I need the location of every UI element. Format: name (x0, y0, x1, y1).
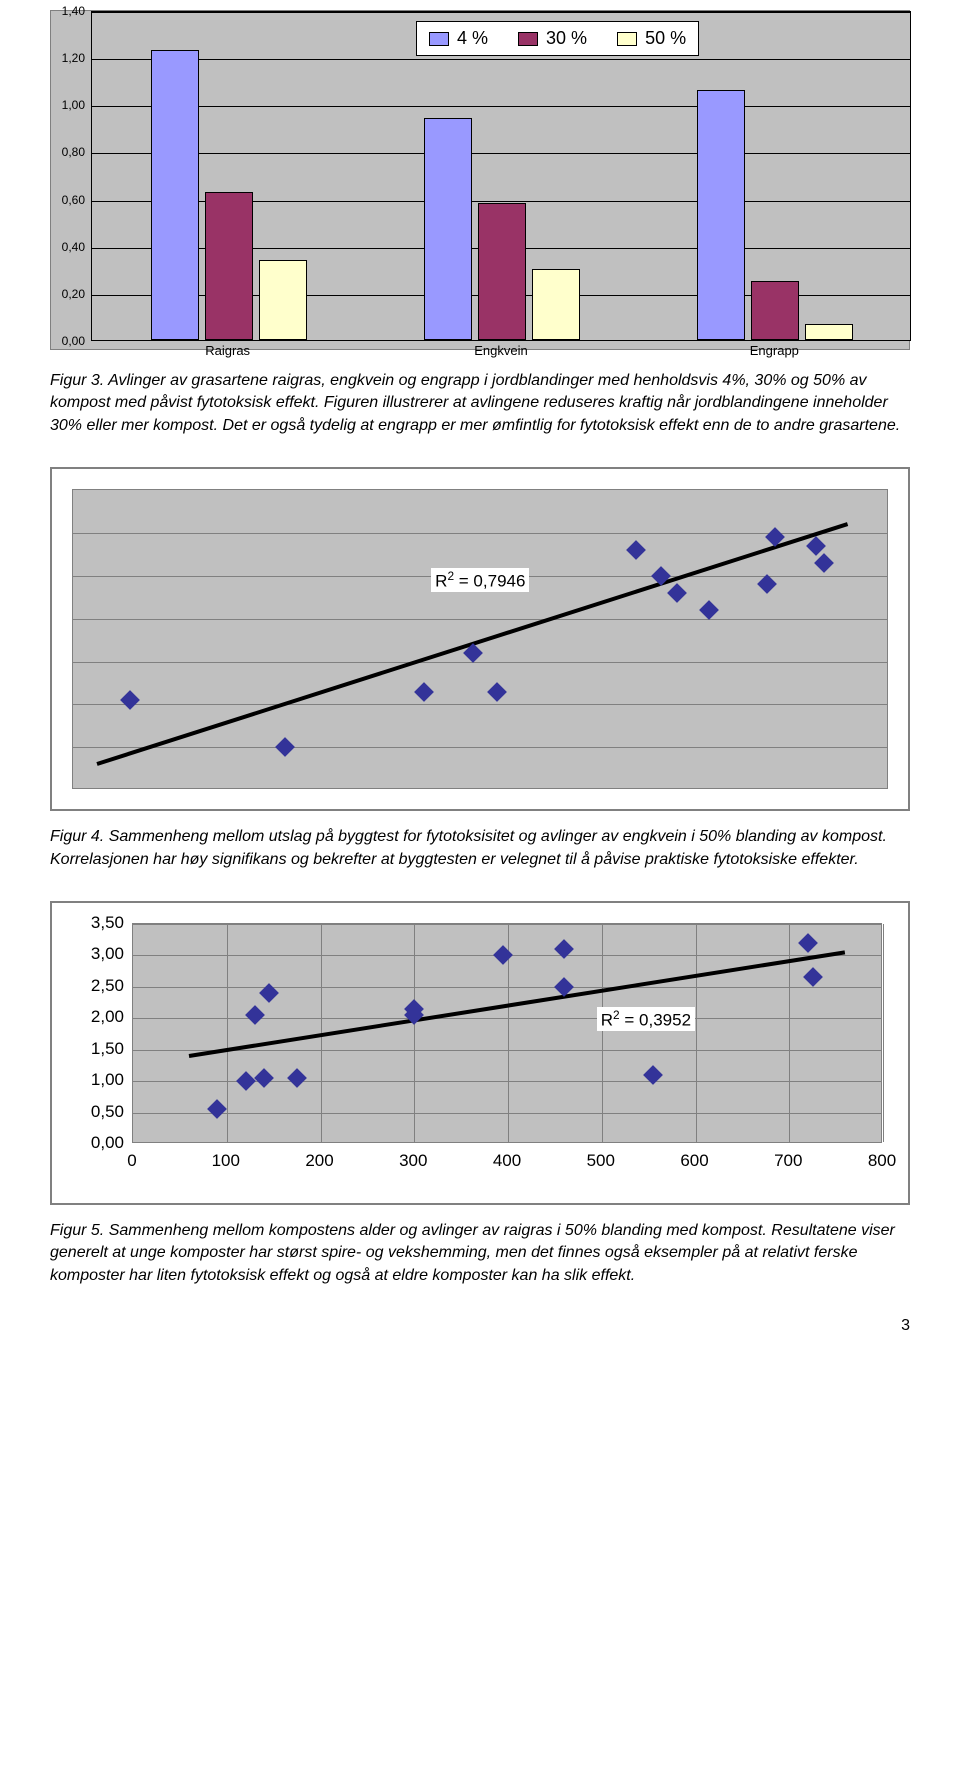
bar-xlabel: Raigras (150, 343, 306, 358)
bar-ytick: 0,60 (51, 193, 91, 207)
bar-chart-legend: 4 % 30 % 50 % (416, 21, 699, 56)
scatter-ytick: 2,00 (72, 1007, 124, 1027)
scatter-xtick: 300 (399, 1151, 427, 1171)
scatter-point (287, 1068, 307, 1088)
scatter-ytick: 1,50 (72, 1039, 124, 1059)
caption-figur-3: Figur 3. Avlinger av grasartene raigras,… (50, 370, 910, 437)
caption-figur-5: Figur 5. Sammenheng mellom kompostens al… (50, 1220, 910, 1287)
scatter-point (700, 600, 720, 620)
scatter-point (414, 682, 434, 702)
scatter-ytick: 0,00 (72, 1133, 124, 1153)
fignum-3: Figur 3. (50, 372, 104, 389)
bar-ytick: 0,80 (51, 145, 91, 159)
legend-item: 30 % (518, 28, 587, 49)
bar-ytick: 1,20 (51, 51, 91, 65)
scatter-xtick: 400 (493, 1151, 521, 1171)
r-squared-label: R2 = 0,3952 (597, 1007, 695, 1032)
bar-xlabel: Engkvein (423, 343, 579, 358)
bar-ytick: 1,40 (51, 4, 91, 18)
scatter-xtick: 700 (774, 1151, 802, 1171)
bar (697, 90, 745, 340)
scatter-point (814, 553, 834, 573)
bar-ytick: 0,40 (51, 240, 91, 254)
legend-item: 50 % (617, 28, 686, 49)
caption-3-text: Avlinger av grasartene raigras, engkvein… (50, 372, 900, 434)
bar (805, 324, 853, 341)
scatter-point (254, 1068, 274, 1088)
bar (751, 281, 799, 340)
bar-ytick: 0,00 (51, 334, 91, 348)
bar-ytick: 0,20 (51, 287, 91, 301)
caption-5-text: Sammenheng mellom kompostens alder og av… (50, 1222, 895, 1284)
scatter-xtick: 500 (587, 1151, 615, 1171)
scatter-xtick: 600 (680, 1151, 708, 1171)
scatter-point (757, 575, 777, 595)
fignum-5: Figur 5. (50, 1222, 104, 1239)
scatter-point (207, 1099, 227, 1119)
scatter-point (626, 540, 646, 560)
scatter-point (667, 583, 687, 603)
scatter-ytick: 1,00 (72, 1070, 124, 1090)
bar-xlabel: Engrapp (696, 343, 852, 358)
caption-figur-4: Figur 4. Sammenheng mellom utslag på byg… (50, 826, 910, 871)
caption-4-text: Sammenheng mellom utslag på byggtest for… (50, 828, 887, 867)
scatter-chart-figure-4: R2 = 0,7946 (50, 467, 910, 811)
scatter-ytick: 0,50 (72, 1102, 124, 1122)
page-number: 3 (50, 1317, 910, 1335)
scatter-point (487, 682, 507, 702)
scatter-chart-figure-5: R2 = 0,3952 0,00 0,50 1,00 1,50 2,00 2,50 3,00… (50, 901, 910, 1205)
scatter-point (275, 737, 295, 757)
bar (205, 192, 253, 341)
bar (424, 118, 472, 340)
bar (532, 269, 580, 340)
trend-line (189, 950, 846, 1058)
scatter-xtick: 100 (212, 1151, 240, 1171)
bar (478, 203, 526, 340)
bar-chart-figure-3: 0,000,200,400,600,801,001,201,40RaigrasE… (50, 10, 910, 350)
scatter-xtick: 0 (127, 1151, 136, 1171)
scatter-point (236, 1071, 256, 1091)
fignum-4: Figur 4. (50, 828, 104, 845)
scatter-xtick: 800 (868, 1151, 896, 1171)
r-squared-label: R2 = 0,7946 (431, 568, 529, 593)
scatter-ytick: 3,50 (72, 913, 124, 933)
scatter-point (120, 690, 140, 710)
scatter-ytick: 2,50 (72, 976, 124, 996)
scatter-point (798, 933, 818, 953)
scatter-ytick: 3,00 (72, 944, 124, 964)
scatter-point (245, 1005, 265, 1025)
legend-item: 4 % (429, 28, 488, 49)
bar-ytick: 1,00 (51, 98, 91, 112)
scatter-point (803, 967, 823, 987)
bar (151, 50, 199, 340)
scatter-xtick: 200 (305, 1151, 333, 1171)
bar (259, 260, 307, 340)
scatter-point (493, 945, 513, 965)
